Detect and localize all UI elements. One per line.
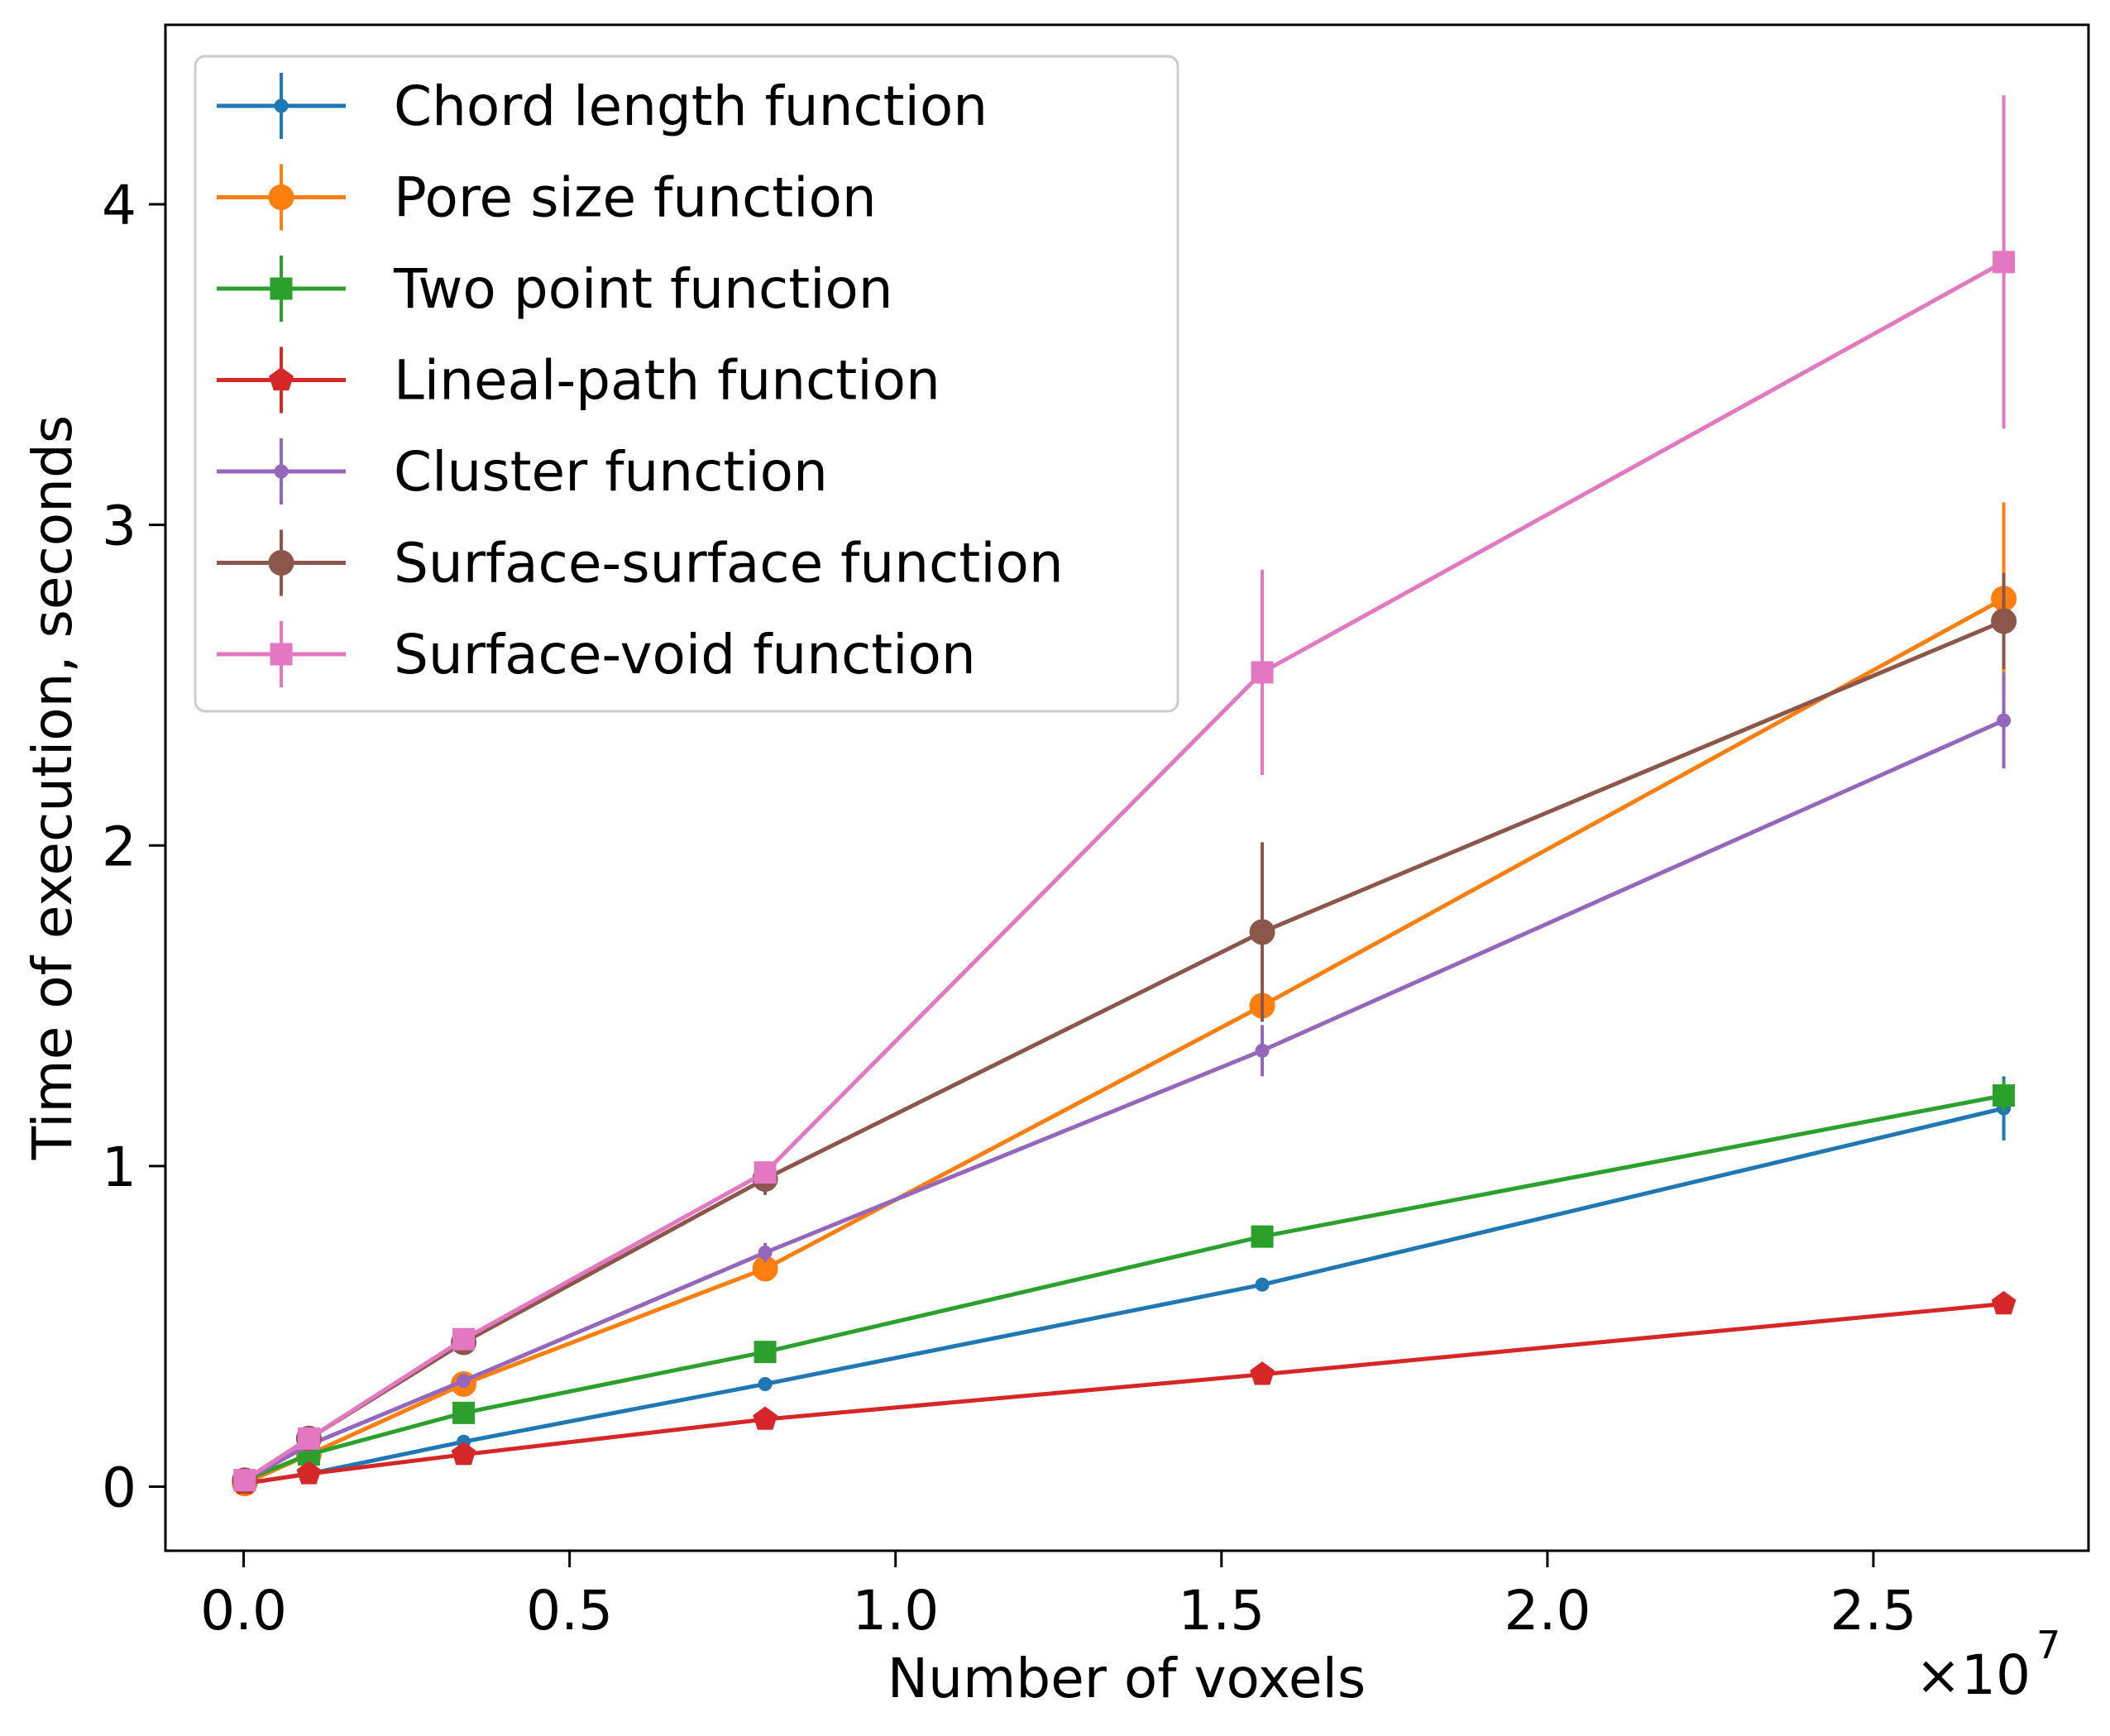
legend-label: Chord length function — [394, 74, 988, 138]
data-point — [296, 1461, 322, 1485]
data-point — [1255, 1043, 1270, 1058]
x-tick-label: 1.5 — [1178, 1579, 1265, 1643]
y-tick-label: 3 — [102, 495, 136, 558]
legend-marker — [269, 366, 294, 391]
data-point — [1993, 251, 2016, 274]
data-point — [297, 1427, 320, 1450]
data-point — [1251, 661, 1274, 684]
legend-item: Lineal-path function — [217, 347, 940, 414]
data-point — [1255, 1277, 1270, 1292]
series-layer — [232, 95, 2017, 1497]
data-point — [233, 1469, 256, 1492]
legend-label: Cluster function — [394, 440, 828, 504]
data-point — [1991, 1290, 2017, 1315]
legend-marker — [268, 184, 294, 210]
x-offset-exponent: 7 — [2036, 1623, 2060, 1667]
plot-frame — [164, 23, 2090, 1552]
data-point — [452, 1401, 476, 1424]
data-point — [758, 1246, 773, 1260]
y-tick-label: 2 — [102, 815, 136, 878]
data-point — [457, 1374, 471, 1389]
legend-marker — [274, 98, 289, 113]
x-offset-label: ×10 — [1916, 1643, 2031, 1707]
y-tick-label: 0 — [102, 1456, 136, 1519]
legend-item: Cluster function — [217, 438, 828, 505]
data-point — [451, 1442, 476, 1466]
series-7 — [233, 95, 2016, 1492]
legend-label: Two point function — [393, 257, 893, 321]
data-point — [758, 1376, 773, 1391]
data-point — [754, 1161, 777, 1184]
legend-item: Pore size function — [217, 164, 877, 231]
legend-label: Surface-surface function — [394, 532, 1064, 595]
legend-marker — [268, 550, 294, 576]
legend: Chord length function Pore size function T… — [194, 55, 1179, 713]
series-line — [243, 718, 2005, 1482]
data-point — [753, 1406, 777, 1430]
x-tick-label: 0.5 — [526, 1579, 613, 1643]
x-tick-label: 1.0 — [852, 1579, 939, 1643]
data-point — [452, 1327, 476, 1351]
data-point — [754, 1341, 777, 1364]
legend-marker — [270, 277, 293, 300]
legend-label: Surface-void function — [394, 623, 976, 686]
y-axis-label: Time of execution, seconds — [21, 415, 84, 1160]
x-tick-label: 0.0 — [200, 1579, 287, 1643]
legend-label: Pore size function — [394, 166, 877, 230]
series-line — [244, 1302, 2004, 1486]
legend-item: Surface-surface function — [217, 529, 1064, 596]
data-point — [1249, 919, 1275, 945]
y-tick-label: 4 — [102, 174, 136, 237]
legend-marker — [274, 464, 289, 479]
y-axis: 0 1 2 3 4 — [102, 174, 165, 1519]
data-point — [1251, 1225, 1274, 1248]
legend-label: Lineal-path function — [394, 349, 940, 413]
data-point — [1997, 713, 2012, 728]
legend-item: Chord length function — [217, 73, 988, 139]
x-axis-label: Number of voxels — [888, 1647, 1366, 1710]
legend-box — [194, 55, 1179, 713]
data-point — [1991, 608, 2017, 634]
legend-marker — [270, 643, 293, 666]
legend-item: Two point function — [217, 256, 893, 322]
x-tick-label: 2.5 — [1830, 1579, 1916, 1643]
data-point — [1250, 1361, 1275, 1385]
y-tick-label: 1 — [102, 1136, 136, 1199]
data-point — [1993, 1084, 2016, 1107]
x-tick-label: 2.0 — [1504, 1579, 1591, 1643]
legend-item: Surface-void function — [217, 621, 976, 687]
x-axis: 0.0 0.5 1.0 1.5 2.0 2.5 — [200, 1551, 1916, 1643]
